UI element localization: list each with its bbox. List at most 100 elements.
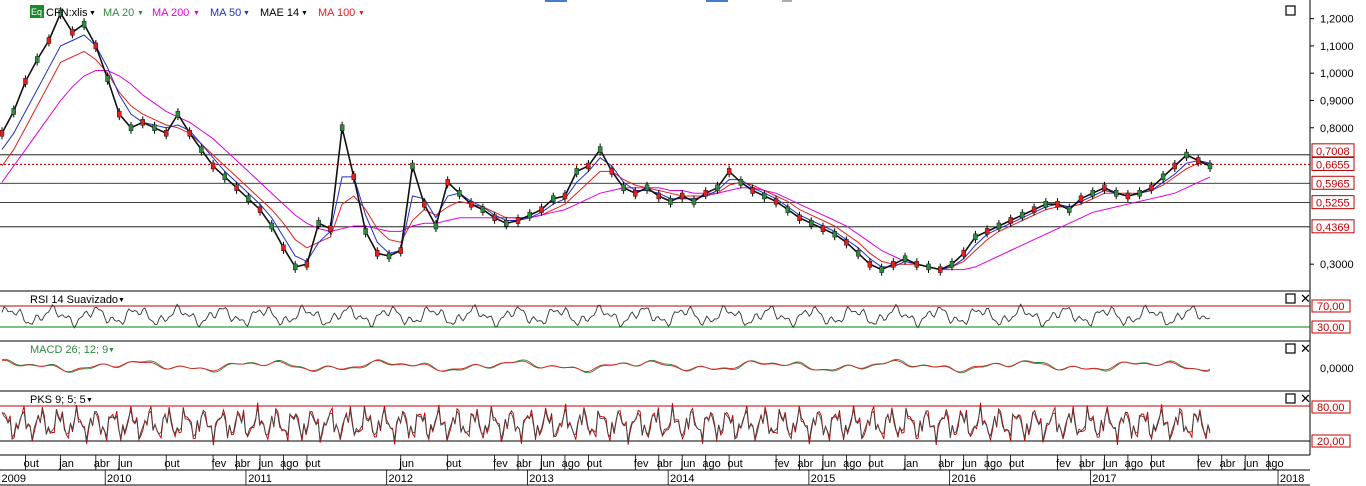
year-label: 2016 xyxy=(951,473,975,485)
month-label: abr xyxy=(1220,458,1236,470)
month-label: fev xyxy=(212,458,227,470)
ma200-dropdown-icon[interactable]: ▼ xyxy=(193,10,200,17)
month-label: jun xyxy=(398,458,414,470)
year-label: 2018 xyxy=(1280,473,1304,485)
price-candle-body xyxy=(328,225,333,232)
price-candle-body xyxy=(1008,217,1013,224)
price-candle-body xyxy=(1172,162,1178,170)
price-candle-body xyxy=(902,255,908,262)
price-tag-box xyxy=(1311,143,1355,158)
price-candle-body xyxy=(445,179,450,186)
price-candle-body xyxy=(832,230,837,238)
price-candle-body xyxy=(844,239,849,246)
month-label: ago xyxy=(843,458,861,470)
month-label: out xyxy=(727,458,742,470)
year-label: 2009 xyxy=(1,473,25,485)
pks-lower-tag: 20,00 xyxy=(1317,436,1345,448)
price-candle-body xyxy=(422,200,427,208)
price-candle-body xyxy=(1102,184,1107,191)
rsi-label[interactable]: RSI 14 Suavizado xyxy=(30,294,118,306)
ma200-label[interactable]: MA 200 xyxy=(152,7,189,19)
macd-line xyxy=(1,358,1211,374)
maximize-icon[interactable] xyxy=(1285,293,1296,304)
price-candle-body xyxy=(891,260,896,268)
price-tag-label: 0,5255 xyxy=(1316,198,1350,210)
maximize-icon[interactable] xyxy=(1285,393,1296,404)
month-label: ago xyxy=(280,458,298,470)
price-tag-label: 0,5965 xyxy=(1316,178,1350,190)
price-axis-label: 1,1000 xyxy=(1320,41,1354,53)
price-candle-body xyxy=(586,162,591,170)
ticker-label[interactable]: CFN:xlis xyxy=(46,7,88,19)
price-axis-label: 1,0000 xyxy=(1320,68,1354,80)
month-label: ago xyxy=(1125,458,1143,470)
price-candle-body xyxy=(93,42,99,50)
month-label: ago xyxy=(984,458,1002,470)
month-label: out xyxy=(587,458,602,470)
year-label: 2017 xyxy=(1092,473,1116,485)
price-candle-body xyxy=(293,263,298,271)
price-candle-body xyxy=(105,75,110,82)
price-candle-body xyxy=(351,173,357,181)
price-tag-box xyxy=(1311,195,1355,210)
price-candle-body xyxy=(644,184,650,191)
price-candle-body xyxy=(410,162,415,170)
price-candle-body xyxy=(152,124,157,131)
price-candle-body xyxy=(597,146,603,153)
price-candle-body xyxy=(0,130,5,137)
eq-badge xyxy=(30,5,44,18)
month-label: out xyxy=(164,458,179,470)
price-candle-body xyxy=(773,198,779,205)
price-candle-body xyxy=(363,228,368,235)
price-candle-body xyxy=(1055,200,1060,208)
close-icon[interactable]: ✕ xyxy=(1300,291,1311,306)
macd-signal-line xyxy=(1,359,1211,373)
maximize-icon[interactable] xyxy=(1285,5,1296,16)
price-candle-body xyxy=(398,247,403,254)
ma100-label[interactable]: MA 100 xyxy=(318,7,355,19)
rsi-dropdown-icon[interactable]: ▼ xyxy=(118,297,125,304)
close-icon[interactable]: ✕ xyxy=(1300,341,1311,356)
price-candle-body xyxy=(809,220,814,227)
close-icon[interactable]: ✕ xyxy=(1300,391,1311,406)
price-candle-body xyxy=(117,110,122,118)
price-tag-box xyxy=(1311,175,1355,190)
eq-badge-label: Eq xyxy=(31,7,42,17)
month-label: fev xyxy=(634,458,649,470)
ma50-label[interactable]: MA 50 xyxy=(210,7,241,19)
pks-dropdown-icon[interactable]: ▼ xyxy=(86,397,93,404)
ma100-dropdown-icon[interactable]: ▼ xyxy=(358,10,365,17)
price-candle-body xyxy=(163,130,169,137)
price-candle-body xyxy=(668,198,673,205)
ma20-dropdown-icon[interactable]: ▼ xyxy=(137,10,144,17)
month-label: abr xyxy=(797,458,813,470)
macd-label[interactable]: MACD 26; 12; 9 xyxy=(30,344,108,356)
ticker-dropdown-icon[interactable]: ▼ xyxy=(89,10,96,17)
price-candle-body xyxy=(480,206,486,213)
price-candle-body xyxy=(433,222,439,230)
price-candle-body xyxy=(785,206,790,213)
rsi-lower-tag: 30,00 xyxy=(1317,322,1345,334)
month-label: jun xyxy=(1102,458,1118,470)
pks-label[interactable]: PKS 9; 5; 5 xyxy=(30,394,86,406)
macd-dropdown-icon[interactable]: ▼ xyxy=(108,347,115,354)
year-label: 2011 xyxy=(248,473,272,485)
year-label: 2010 xyxy=(107,473,131,485)
mae14-label[interactable]: MAE 14 xyxy=(260,7,299,19)
price-candle-body xyxy=(703,190,708,197)
mae14-dropdown-icon[interactable]: ▼ xyxy=(301,10,308,17)
ma20-label[interactable]: MA 20 xyxy=(103,7,134,19)
price-axis-label: 0,8000 xyxy=(1320,123,1354,135)
price-candle-body xyxy=(738,179,744,186)
price-candle-body xyxy=(234,184,239,191)
price-candle-body xyxy=(1043,200,1049,208)
month-label: ago xyxy=(1265,458,1283,470)
price-candle-body xyxy=(527,211,532,219)
maximize-icon[interactable] xyxy=(1285,343,1296,354)
price-candle-body xyxy=(339,124,345,131)
ma50-dropdown-icon[interactable]: ▼ xyxy=(243,10,250,17)
month-label: jun xyxy=(1243,458,1259,470)
price-candle-body xyxy=(680,192,685,200)
price-candle-body xyxy=(11,108,16,115)
